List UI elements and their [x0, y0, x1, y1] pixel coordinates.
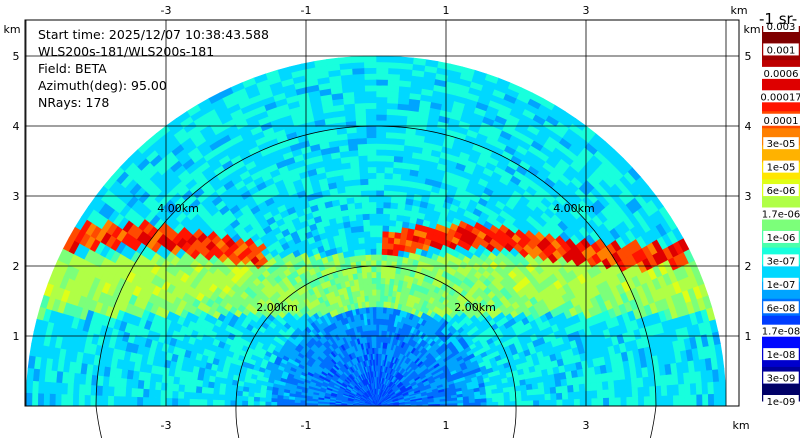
x-tick-label-top: -3 [161, 4, 172, 17]
range-ring [95, 125, 657, 407]
range-ring [512, 405, 517, 438]
colorbar: 0.003 0.001 0.0006 0.00017 0.0001 3e-05 1e-05 6… [756, 20, 800, 408]
colorbar-title: -1 sr- [759, 10, 798, 28]
colorbar-label: 3e-07 [763, 254, 799, 267]
range-ring-label: 4.00km [553, 202, 595, 215]
colorbar-segment [762, 264, 800, 283]
range-ring-label: 4.00km [157, 202, 199, 215]
y-axis-label-left: km [3, 23, 20, 36]
colorbar-label: 0.001 [763, 43, 799, 56]
colorbar-label: 1e-05 [763, 160, 799, 174]
heatmap-field [25, 55, 727, 406]
colorbar-label: 1e-09 [763, 395, 799, 408]
instrument-name: WLS200s-181/WLS200s-181 [38, 44, 215, 59]
y-tick-label-left: 5 [13, 50, 20, 63]
x-axis-label-top: km [730, 4, 747, 17]
nrays: NRays: 178 [38, 95, 110, 110]
tick-labels: -3 -3 -1 -1 1 1 3 3 1 1 2 2 3 3 4 4 5 5 km km km km [3, 4, 760, 432]
range-rings: 2.00km 2.00km 4.00km 4.00km [95, 125, 657, 438]
colorbar-segment [762, 332, 800, 351]
colorbar-label: 6e-06 [763, 184, 799, 197]
colorbar-label: 0.003 [763, 20, 799, 33]
x-tick-label-bottom: 3 [583, 419, 590, 432]
x-tick-label-bottom: -1 [301, 419, 312, 432]
colorbar-label: 6e-08 [763, 301, 799, 314]
y-tick-label-left: 1 [13, 330, 20, 343]
y-axis-label-right: km [743, 23, 760, 36]
x-axis-label-bottom: km [732, 419, 749, 432]
colorbar-label: 1.7e-08 [756, 324, 800, 338]
azimuth: Azimuth(deg): 95.00 [38, 78, 167, 93]
colorbar-label: 1.7e-06 [756, 207, 800, 221]
x-tick-label-top: 1 [443, 4, 450, 17]
y-tick-label-right: 3 [745, 190, 752, 203]
x-tick-label-top: 3 [583, 4, 590, 17]
colorbar-segment [762, 77, 800, 95]
y-tick-label-left: 4 [13, 120, 20, 133]
y-tick-label-right: 4 [745, 120, 752, 133]
range-ring-label: 2.00km [256, 301, 298, 314]
colorbar-segment [762, 145, 800, 163]
x-tick-label-bottom: -3 [161, 419, 172, 432]
colorbar-label: 0.0001 [760, 113, 800, 127]
range-ring [235, 405, 240, 438]
colorbar-label: 1e-07 [763, 277, 799, 291]
grid-lines [25, 20, 739, 406]
y-tick-label-right: 1 [745, 330, 752, 343]
range-ring [650, 405, 657, 438]
range-ring-label: 2.00km [454, 301, 496, 314]
colorbar-label: 3e-09 [763, 371, 799, 385]
x-tick-label-bottom: 1 [443, 419, 450, 432]
info-box: Start time: 2025/12/07 10:38:43.588 WLS2… [38, 26, 269, 111]
colorbar-label: 1e-08 [763, 348, 799, 361]
y-tick-label-left: 3 [13, 190, 20, 203]
range-ring [95, 405, 102, 438]
colorbar-label: 3e-05 [763, 137, 799, 150]
plot-frame [24, 19, 740, 407]
start-time: Start time: 2025/12/07 10:38:43.588 [38, 27, 269, 42]
y-tick-label-right: 2 [745, 260, 752, 273]
colorbar-label: 0.00017 [756, 90, 800, 103]
colorbar-label: 0.0006 [760, 66, 800, 80]
y-tick-label-left: 2 [13, 260, 20, 273]
x-tick-label-top: -1 [301, 4, 312, 17]
y-tick-label-right: 5 [745, 50, 752, 63]
field-name: Field: BETA [38, 61, 107, 76]
range-ring [235, 265, 517, 407]
colorbar-label: 1e-06 [763, 230, 799, 244]
